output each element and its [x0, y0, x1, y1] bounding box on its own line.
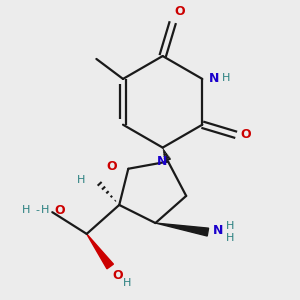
- Text: H: H: [77, 175, 86, 184]
- Text: O: O: [54, 204, 65, 217]
- Text: O: O: [106, 160, 117, 173]
- Text: -: -: [35, 206, 39, 215]
- Text: H: H: [123, 278, 131, 288]
- Text: H: H: [226, 232, 234, 242]
- Text: H: H: [226, 220, 234, 231]
- Text: O: O: [112, 269, 123, 282]
- Polygon shape: [155, 223, 208, 236]
- Text: H: H: [41, 206, 50, 215]
- Polygon shape: [87, 234, 113, 269]
- Text: H: H: [222, 73, 231, 83]
- Text: N: N: [213, 224, 223, 237]
- Text: H: H: [22, 206, 30, 215]
- Text: N: N: [209, 72, 219, 85]
- Text: N: N: [157, 155, 167, 168]
- Text: O: O: [175, 5, 185, 18]
- Text: O: O: [241, 128, 251, 141]
